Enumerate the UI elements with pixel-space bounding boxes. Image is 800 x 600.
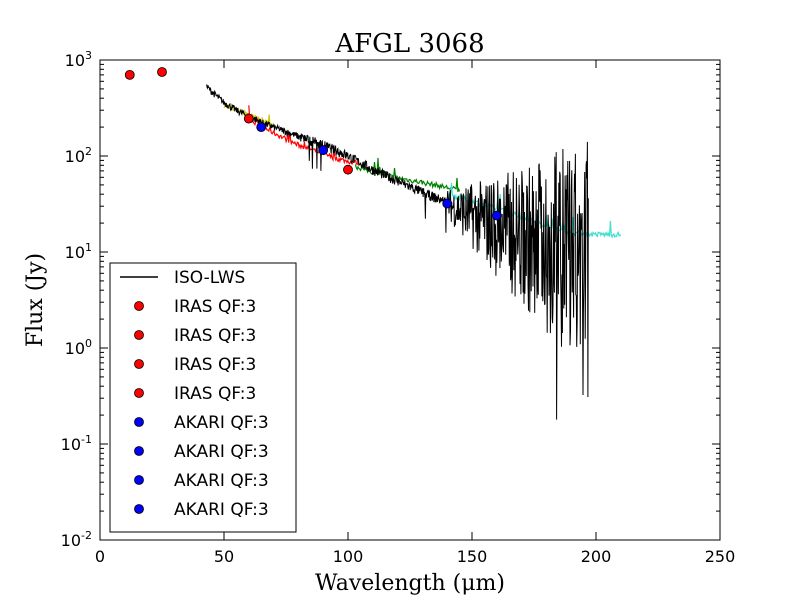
legend-swatch-marker [134,330,144,340]
x-tick-label: 150 [457,547,488,566]
legend-label: IRAS QF:3 [174,326,256,346]
y-axis-label: Flux (Jy) [23,253,48,347]
chart-title: AFGL 3068 [334,29,484,59]
x-axis-label: Wavelength (μm) [315,571,505,596]
x-tick-label: 0 [95,547,105,566]
iras-point-3 [343,164,353,175]
legend-swatch-marker [134,417,144,427]
akari-point-1 [318,145,329,156]
legend-label: AKARI QF:3 [174,413,269,433]
legend-label: ISO-LWS [174,268,245,288]
y-tick-label: 10-2 [61,529,92,550]
legend-swatch-marker [134,475,144,485]
legend-label: AKARI QF:3 [174,442,269,462]
akari-point-2 [442,198,453,209]
x-tick-label: 50 [214,547,234,566]
legend-label: AKARI QF:3 [174,471,269,491]
y-tick-label: 102 [65,145,92,166]
akari-point-0 [256,122,267,133]
legend-swatch-marker [134,504,144,514]
y-tick-label: 101 [65,241,92,262]
y-tick-label: 103 [65,49,92,70]
y-tick-label: 100 [65,337,92,358]
legend-label: AKARI QF:3 [174,500,269,520]
akari-point-3 [491,210,502,221]
axes: 0 50 100 150 200 250 10-2 10-1 100 101 102 103 [61,49,736,566]
plot-area [124,67,622,420]
legend-label: IRAS QF:3 [174,384,256,404]
legend-swatch-marker [134,359,144,369]
legend-swatch-marker [134,388,144,398]
series-line-iso-lws [206,84,589,420]
x-tick-label: 250 [705,547,736,566]
legend-label: IRAS QF:3 [174,297,256,317]
iras-point-2 [243,113,254,124]
x-tick-label: 200 [581,547,612,566]
plot-frame [99,59,721,541]
y-tick-label: 10-1 [61,433,92,454]
iras-point-1 [157,67,167,77]
legend: ISO-LWS IRAS QF:3 IRAS QF:3 IRAS QF:3 IRAS Q… [109,262,297,533]
legend-swatch-marker [134,446,144,456]
series-line-red-segment [248,105,361,167]
legend-label: IRAS QF:3 [174,355,256,375]
iras-point-0 [124,69,135,80]
legend-swatch-marker [134,301,144,311]
x-tick-label: 100 [333,547,364,566]
